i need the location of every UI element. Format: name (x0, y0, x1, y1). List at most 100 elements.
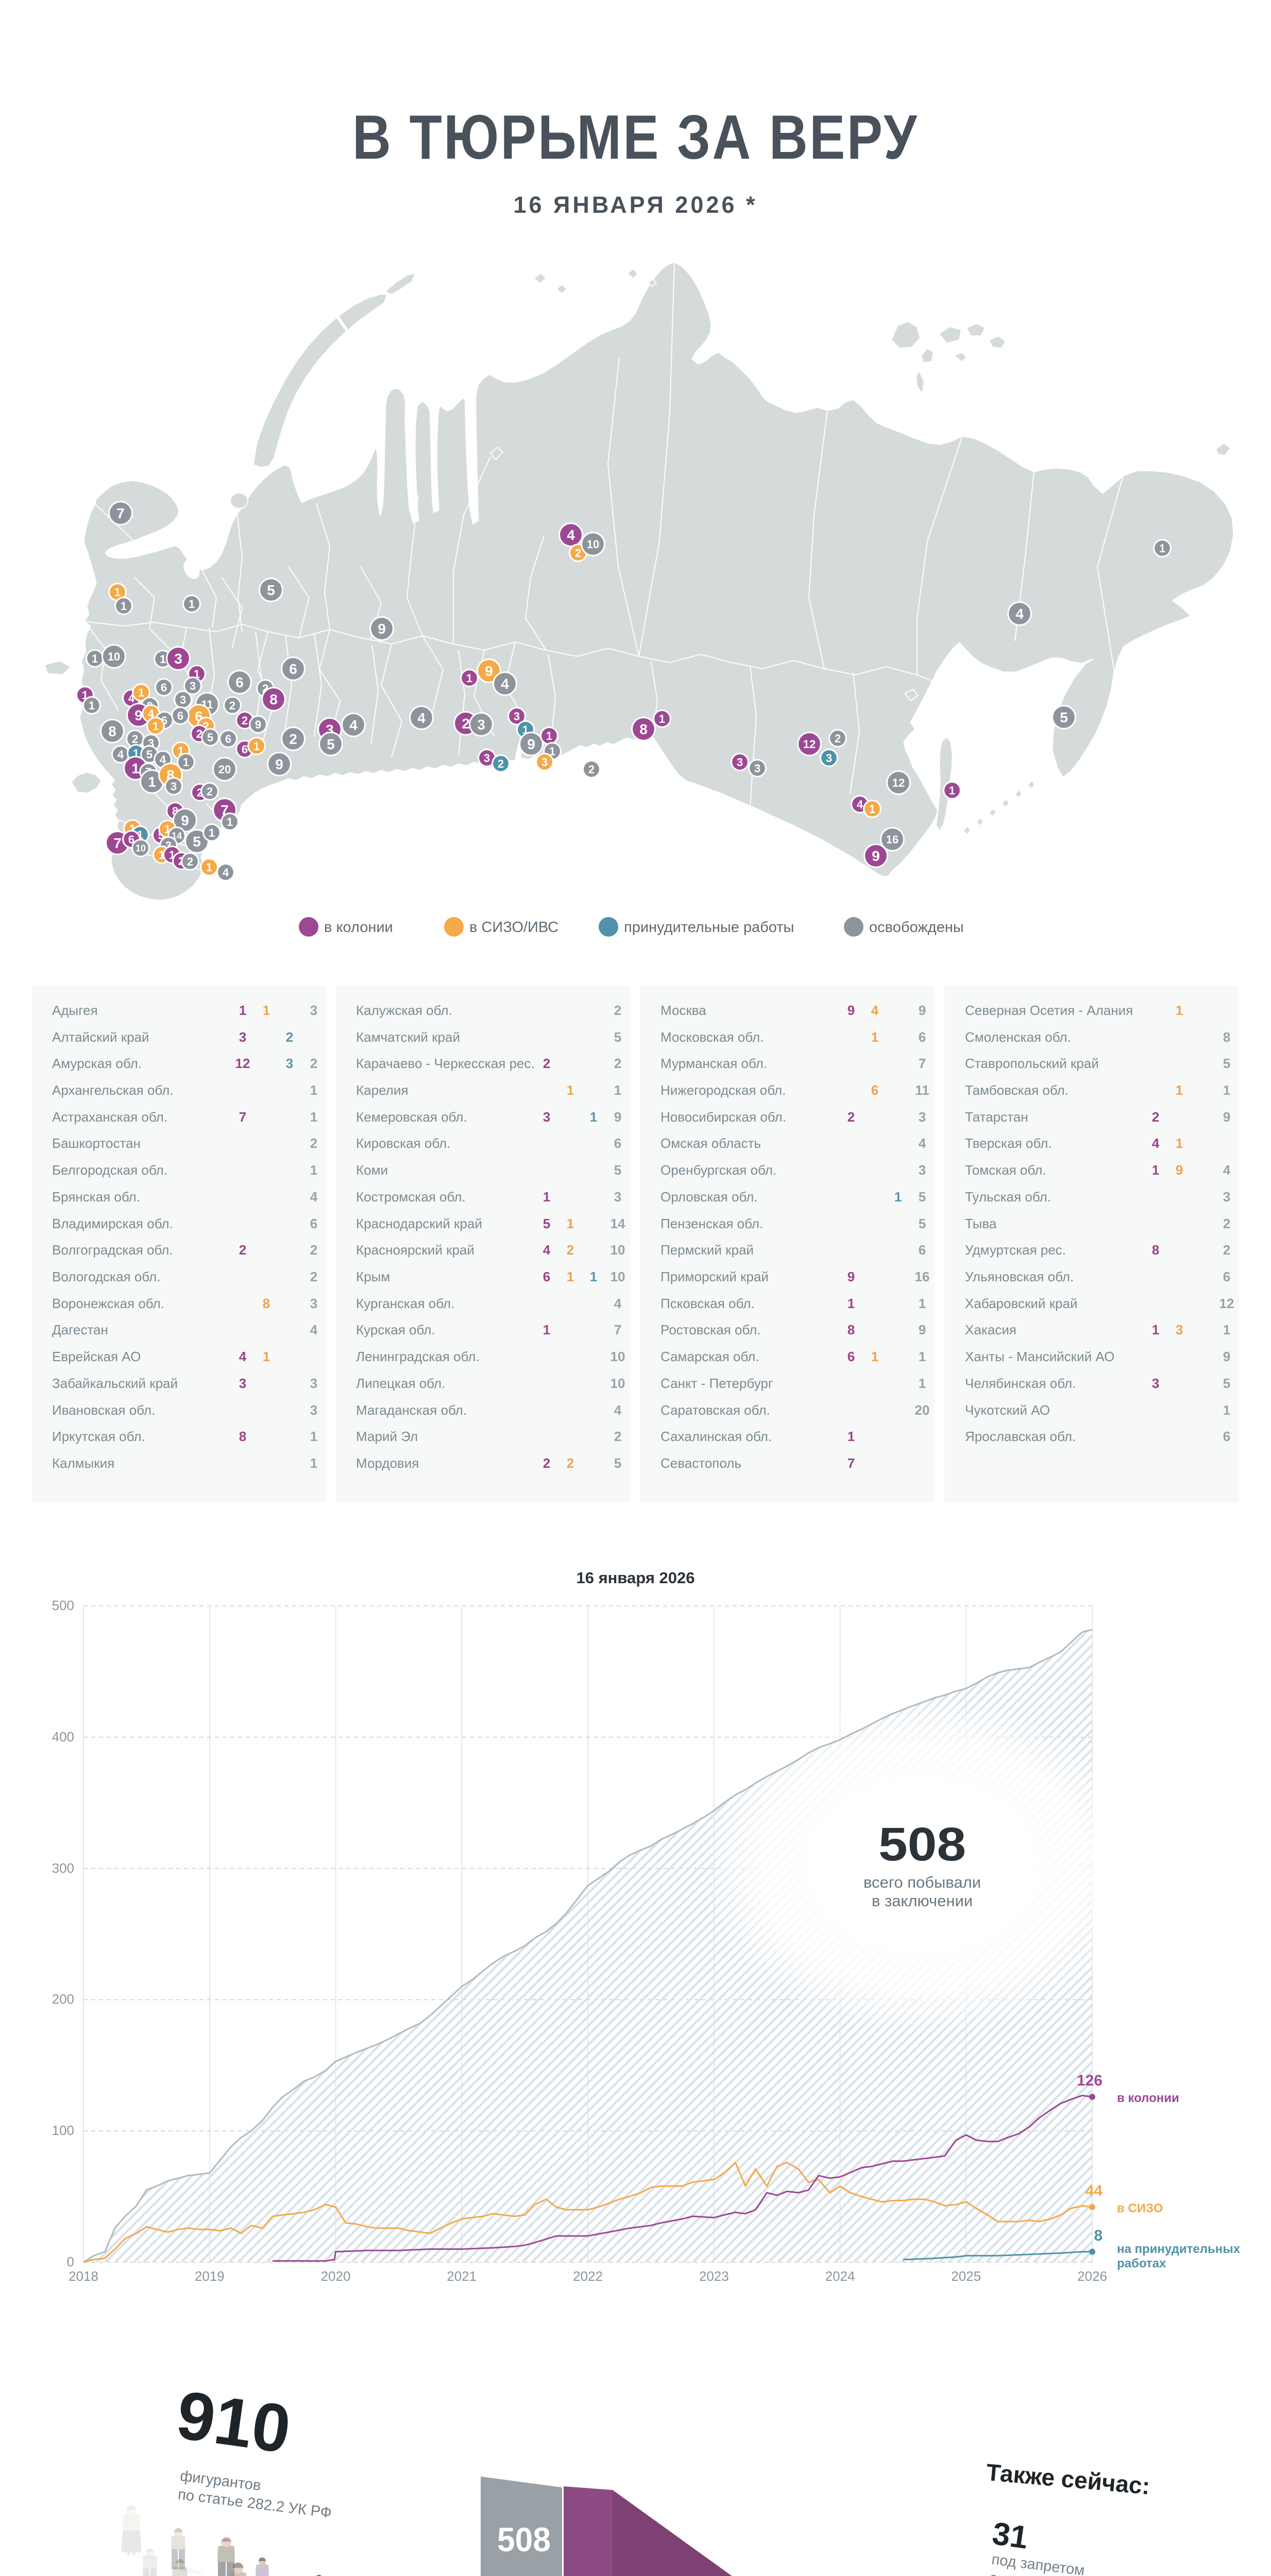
svg-text:6: 6 (128, 833, 134, 846)
svg-text:9: 9 (134, 707, 143, 723)
svg-text:1: 1 (659, 713, 665, 725)
svg-text:5: 5 (146, 748, 152, 761)
svg-text:508: 508 (878, 1818, 966, 1871)
svg-text:200: 200 (52, 1991, 74, 2007)
svg-text:8: 8 (269, 691, 278, 707)
svg-text:44: 44 (1086, 2182, 1103, 2199)
svg-text:1: 1 (159, 849, 165, 861)
svg-text:1: 1 (138, 686, 144, 699)
svg-text:8: 8 (108, 723, 116, 739)
svg-text:2: 2 (498, 757, 504, 770)
svg-text:1: 1 (183, 756, 189, 769)
svg-text:10: 10 (135, 843, 146, 853)
svg-text:5: 5 (193, 834, 201, 850)
svg-text:9: 9 (275, 756, 283, 772)
svg-text:4: 4 (117, 748, 124, 761)
svg-text:2020: 2020 (321, 2268, 351, 2284)
svg-text:9: 9 (872, 848, 880, 864)
svg-text:2: 2 (196, 727, 202, 740)
svg-text:1: 1 (949, 784, 955, 797)
svg-text:6: 6 (242, 743, 248, 756)
svg-text:2: 2 (229, 699, 235, 712)
svg-text:1: 1 (152, 720, 159, 733)
svg-text:2: 2 (187, 855, 193, 868)
svg-text:5: 5 (267, 582, 275, 598)
svg-text:3: 3 (190, 680, 196, 692)
svg-text:4: 4 (349, 717, 358, 733)
svg-text:4: 4 (501, 676, 509, 692)
svg-text:4: 4 (148, 707, 155, 720)
svg-text:1: 1 (869, 803, 875, 816)
svg-text:9: 9 (378, 621, 386, 637)
svg-text:работах: работах (1117, 2257, 1166, 2270)
svg-text:2: 2 (242, 714, 248, 727)
svg-text:2: 2 (289, 731, 297, 747)
svg-text:3: 3 (826, 752, 832, 765)
svg-text:1: 1 (227, 816, 233, 828)
svg-text:9: 9 (527, 736, 535, 752)
svg-text:1: 1 (92, 652, 98, 665)
svg-text:10: 10 (108, 650, 120, 663)
svg-text:1: 1 (121, 600, 127, 613)
svg-text:0: 0 (67, 2254, 74, 2269)
svg-text:1: 1 (253, 740, 260, 753)
svg-text:2: 2 (207, 785, 213, 798)
svg-text:2021: 2021 (447, 2268, 477, 2284)
svg-text:4: 4 (567, 527, 575, 543)
svg-text:на принудительных: на принудительных (1117, 2242, 1241, 2256)
svg-text:в заключении: в заключении (872, 1892, 973, 1910)
svg-text:6: 6 (225, 733, 231, 745)
svg-text:2019: 2019 (195, 2268, 225, 2284)
svg-text:16: 16 (886, 833, 899, 846)
svg-text:1: 1 (466, 672, 472, 685)
svg-text:2: 2 (132, 733, 138, 745)
svg-text:300: 300 (52, 1860, 74, 1876)
svg-text:2: 2 (462, 716, 470, 732)
svg-text:3: 3 (737, 756, 743, 769)
svg-text:3: 3 (541, 756, 548, 769)
svg-text:2: 2 (835, 732, 841, 745)
svg-text:3: 3 (754, 762, 760, 775)
svg-text:6: 6 (289, 661, 297, 677)
svg-text:5: 5 (207, 731, 213, 744)
svg-text:2025: 2025 (951, 2268, 981, 2284)
svg-text:4: 4 (1015, 606, 1024, 622)
svg-text:6: 6 (235, 674, 244, 690)
svg-text:3: 3 (174, 651, 182, 667)
svg-text:6: 6 (177, 709, 183, 722)
svg-text:2022: 2022 (573, 2268, 603, 2284)
svg-text:16 января 2026: 16 января 2026 (577, 1569, 695, 1587)
svg-text:9: 9 (485, 663, 493, 679)
svg-text:5: 5 (1060, 709, 1068, 725)
svg-text:508: 508 (497, 2520, 551, 2558)
svg-text:8: 8 (639, 721, 648, 737)
svg-text:1: 1 (1159, 542, 1165, 555)
svg-text:1: 1 (89, 699, 95, 712)
svg-text:2026: 2026 (1077, 2268, 1107, 2284)
svg-text:6: 6 (161, 681, 167, 694)
svg-text:4: 4 (223, 866, 229, 879)
svg-text:7: 7 (116, 505, 125, 521)
svg-text:8: 8 (1094, 2227, 1103, 2244)
svg-text:2: 2 (588, 763, 595, 776)
svg-text:4: 4 (857, 798, 863, 811)
svg-text:1: 1 (131, 760, 140, 776)
svg-text:20: 20 (218, 763, 231, 776)
svg-text:3: 3 (477, 717, 485, 733)
svg-text:12: 12 (892, 776, 905, 789)
svg-text:3: 3 (484, 752, 490, 765)
svg-text:3: 3 (514, 710, 520, 723)
svg-text:400: 400 (52, 1729, 74, 1744)
svg-text:5: 5 (327, 736, 335, 752)
svg-text:1: 1 (189, 598, 195, 611)
svg-text:3: 3 (180, 693, 186, 706)
svg-text:4: 4 (160, 753, 166, 766)
svg-text:100: 100 (52, 2123, 74, 2138)
svg-text:1: 1 (546, 730, 552, 742)
svg-text:3: 3 (171, 780, 177, 793)
svg-text:в СИЗО: в СИЗО (1117, 2201, 1163, 2215)
svg-text:2: 2 (575, 547, 581, 560)
svg-text:12: 12 (803, 738, 816, 751)
svg-text:1: 1 (209, 826, 215, 839)
svg-text:1: 1 (549, 745, 555, 758)
